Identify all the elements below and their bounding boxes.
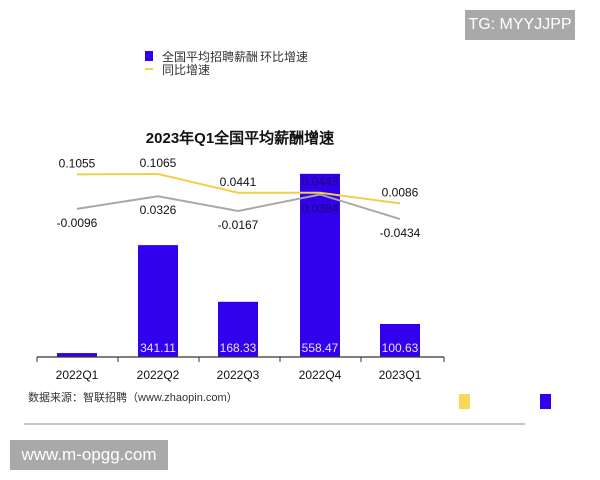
bar-2022Q1	[57, 353, 97, 357]
qoq-label: -0.0167	[218, 218, 259, 232]
yellow-swatch	[459, 394, 470, 409]
x-tick-label: 2022Q4	[299, 368, 342, 382]
yoy-label: 0.0086	[382, 185, 419, 199]
watermark-bottom: www.m-opgg.com	[10, 440, 168, 470]
yoy-label: 0.1055	[59, 156, 96, 170]
yoy-label: 0.0441	[220, 175, 257, 189]
qoq-label: 0.0326	[140, 203, 177, 217]
qoq-line	[76, 193, 401, 220]
qoq-label: -0.0096	[57, 216, 98, 230]
legend-bar-label: 全国平均招聘薪酬	[162, 49, 258, 64]
chart-title: 2023年Q1全国平均薪酬增速	[146, 129, 334, 147]
x-tick-label: 2023Q1	[379, 368, 422, 382]
legend-bar-swatch	[145, 51, 153, 61]
qoq-label: 0.0384	[302, 201, 339, 215]
x-tick-label: 2022Q2	[137, 368, 180, 382]
yoy-label: 0.1065	[140, 156, 177, 170]
legend-qoq-label: 环比增速	[260, 50, 308, 64]
bar-2023Q1	[380, 323, 420, 357]
bar-2022Q2	[138, 245, 178, 357]
bar-label: 558.47	[302, 341, 339, 355]
x-tick-label: 2022Q1	[56, 368, 99, 382]
bar-label: 341.11	[140, 341, 176, 355]
blue-swatch	[540, 394, 551, 409]
qoq-label: -0.0434	[380, 226, 421, 240]
watermark-top: TG: MYYJJPP	[465, 10, 575, 40]
source-note: 数据来源：智联招聘（www.zhaopin.com）	[28, 390, 238, 404]
yoy-line	[76, 173, 401, 205]
bar-2022Q3	[218, 301, 258, 357]
legend-yoy-label: 同比增速	[162, 63, 210, 77]
bar-label: 100.63	[382, 341, 419, 355]
x-tick-label: 2022Q3	[217, 368, 260, 382]
yoy-label: 0.0443	[302, 175, 339, 189]
bar-label: 168.33	[220, 341, 257, 355]
bar-2022Q4	[300, 173, 340, 357]
